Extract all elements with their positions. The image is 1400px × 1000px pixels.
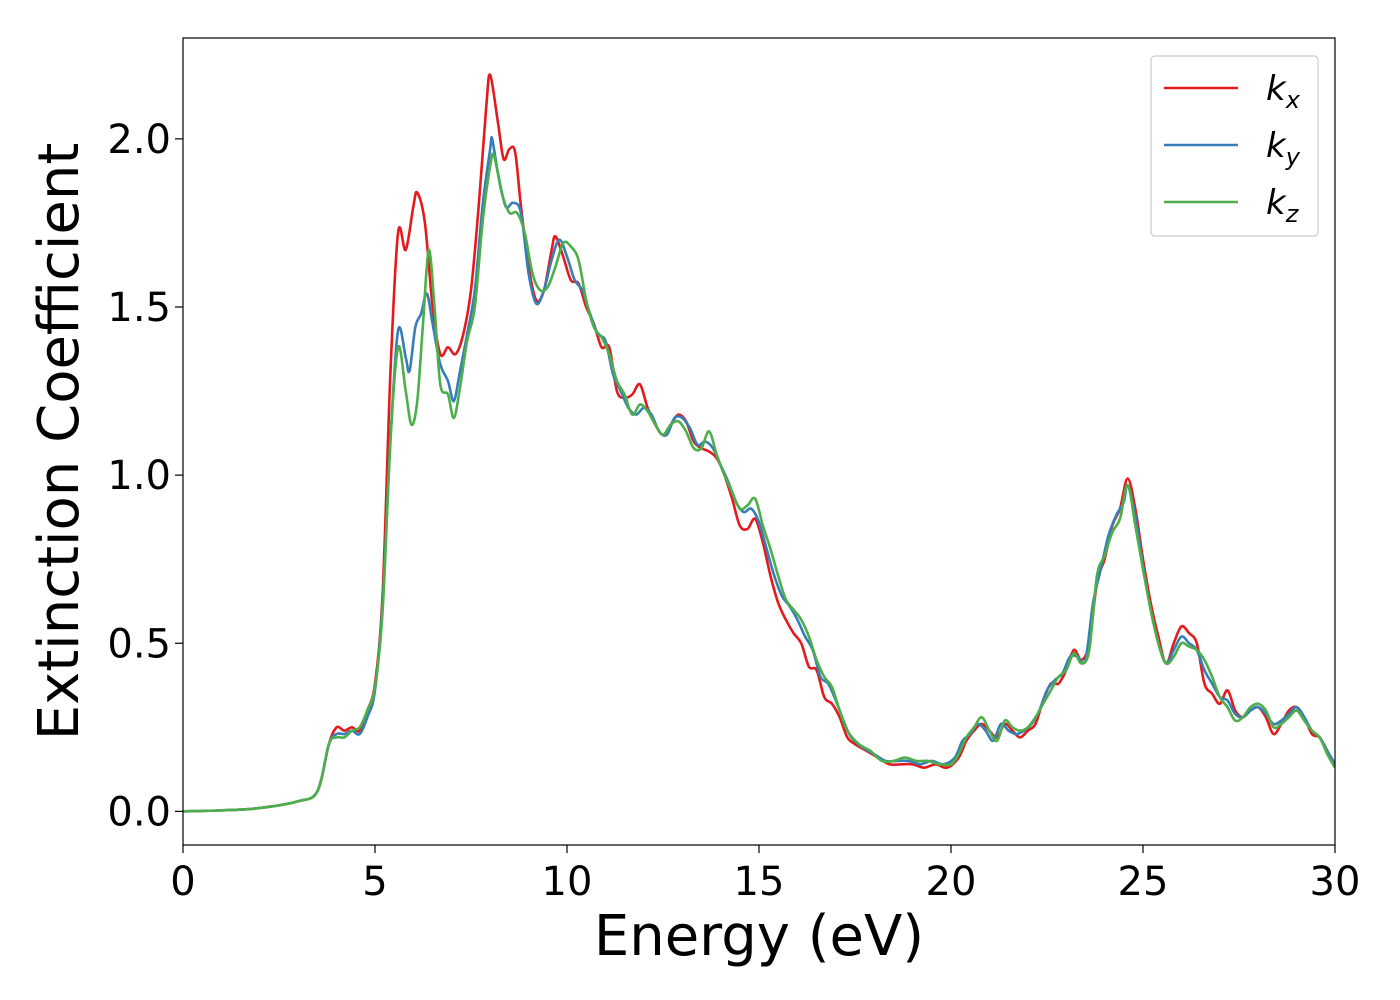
x-tick-label: 5 bbox=[362, 859, 387, 905]
series-layer bbox=[183, 73, 1335, 813]
legend-label-k-z: kz bbox=[1266, 183, 1300, 228]
series-line-k-x bbox=[183, 73, 1335, 813]
x-axis: 0 5 10 15 20 25 30 bbox=[170, 845, 1360, 905]
x-tick-label: 25 bbox=[1118, 859, 1169, 905]
x-tick-label: 20 bbox=[926, 859, 977, 905]
y-tick-label: 0.0 bbox=[107, 789, 171, 835]
legend-label-k-x: kx bbox=[1266, 69, 1301, 114]
y-axis: 0.0 0.5 1.0 1.5 2.0 bbox=[107, 117, 183, 835]
x-tick-label: 10 bbox=[542, 859, 593, 905]
legend: kx ky kz bbox=[1150, 55, 1319, 237]
y-axis-title: Extinction Coefficient bbox=[27, 143, 92, 741]
x-tick-label: 0 bbox=[170, 859, 195, 905]
y-tick-label: 0.5 bbox=[107, 621, 171, 667]
series-line-k-z bbox=[183, 152, 1335, 813]
y-tick-label: 1.5 bbox=[107, 285, 171, 331]
x-axis-title: Energy (eV) bbox=[594, 904, 924, 969]
y-tick-label: 1.0 bbox=[107, 453, 171, 499]
y-tick-label: 2.0 bbox=[107, 117, 171, 163]
x-tick-label: 15 bbox=[734, 859, 785, 905]
legend-label-k-y: ky bbox=[1266, 126, 1301, 171]
x-tick-label: 30 bbox=[1310, 859, 1361, 905]
